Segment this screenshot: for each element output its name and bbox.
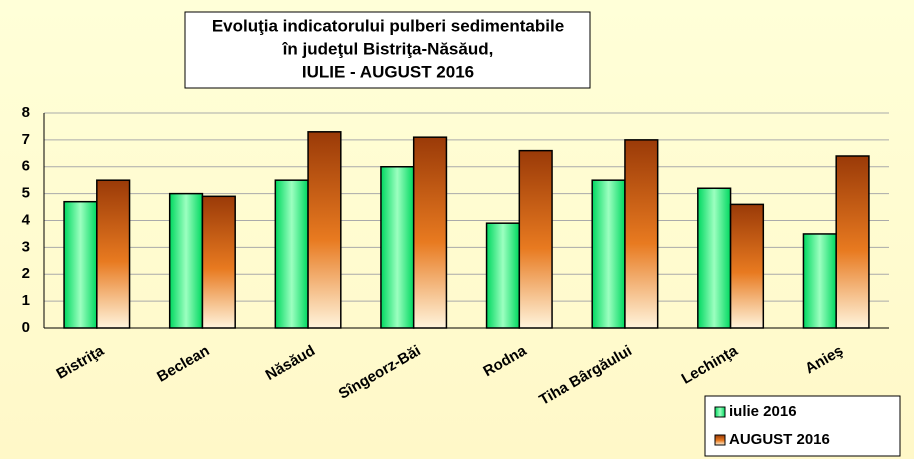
y-tick-label: 4	[22, 211, 31, 228]
y-tick-label: 0	[22, 319, 30, 336]
bar	[697, 187, 732, 329]
chart-title: IULIE - AUGUST 2016	[302, 62, 474, 81]
legend-swatch	[714, 434, 726, 446]
legend-box	[704, 395, 901, 457]
chart-title: în judeţul Bistriţa-Năsăud,	[282, 39, 494, 58]
bar	[168, 192, 204, 329]
y-tick-label: 2	[22, 265, 30, 282]
y-tick-label: 1	[22, 292, 30, 309]
bar	[96, 179, 131, 329]
bar	[835, 155, 870, 329]
legend-swatch	[714, 406, 726, 418]
bar	[201, 195, 236, 329]
y-tick-label: 7	[22, 131, 30, 148]
y-tick-label: 6	[22, 158, 30, 175]
bar	[380, 166, 415, 329]
bar	[802, 233, 837, 329]
chart-title: Evoluţia indicatorului pulberi sedimenta…	[212, 16, 564, 35]
bar	[729, 203, 765, 329]
legend-label: AUGUST 2016	[729, 431, 830, 448]
bar	[412, 136, 448, 329]
y-tick-label: 3	[22, 238, 30, 255]
bar	[274, 179, 309, 329]
title-box	[184, 11, 591, 89]
bar	[624, 139, 659, 329]
y-tick-label: 8	[22, 104, 30, 121]
y-tick-label: 5	[22, 185, 30, 202]
bar	[591, 179, 626, 329]
legend-label: iulie 2016	[729, 403, 797, 420]
bar	[63, 200, 98, 329]
bar	[518, 149, 553, 329]
bar	[307, 131, 342, 329]
bar	[485, 222, 521, 329]
